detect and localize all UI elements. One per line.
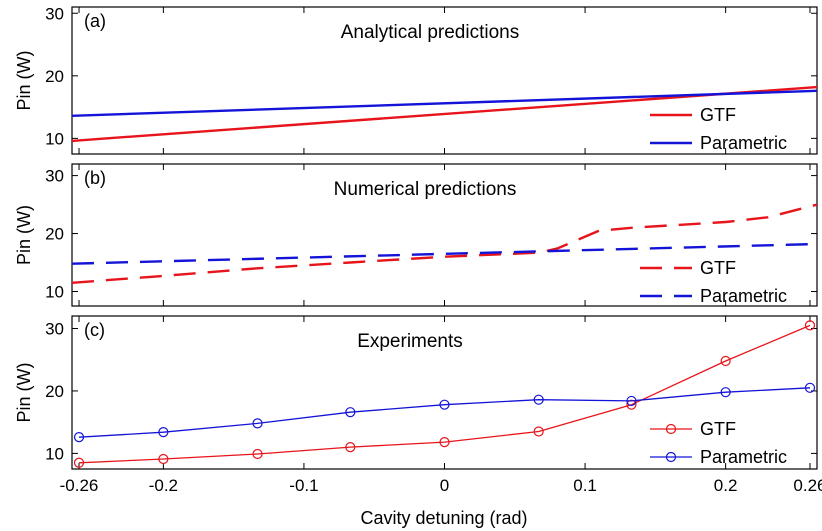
y-tick-label: 20 bbox=[45, 225, 64, 244]
data-point-gtf bbox=[720, 355, 731, 367]
legend: GTF Parametric bbox=[650, 419, 787, 467]
legend: GTF Parametric bbox=[640, 258, 787, 306]
x-tick-label: -0.2 bbox=[149, 476, 178, 495]
data-point-gtf bbox=[252, 448, 263, 460]
data-point-parametric bbox=[533, 394, 544, 405]
panel-title: Experiments bbox=[357, 331, 463, 352]
x-tick-label: 0.2 bbox=[714, 476, 738, 495]
legend-label-gtf: GTF bbox=[700, 105, 736, 125]
plot-frame bbox=[71, 163, 818, 307]
series-group bbox=[73, 320, 816, 468]
x-axis-label: Cavity detuning (rad) bbox=[360, 508, 527, 528]
y-tick-label: 30 bbox=[45, 319, 64, 338]
panel-tag: (b) bbox=[84, 168, 106, 188]
y-tick-label: 30 bbox=[45, 167, 64, 186]
data-point-gtf bbox=[626, 399, 637, 410]
legend: GTF Parametric bbox=[650, 105, 787, 153]
legend-marker-parametric bbox=[665, 451, 677, 463]
data-point-gtf bbox=[804, 320, 816, 331]
series-line-parametric bbox=[72, 89, 817, 117]
data-point-parametric bbox=[73, 432, 85, 443]
series-group bbox=[72, 85, 817, 143]
legend-label-parametric: Parametric bbox=[700, 133, 787, 153]
data-point-gtf bbox=[345, 442, 356, 453]
legend-marker-gtf bbox=[665, 423, 677, 435]
y-tick-label: 30 bbox=[45, 4, 64, 23]
legend-label-gtf: GTF bbox=[700, 419, 736, 439]
legend-label-gtf: GTF bbox=[700, 258, 736, 278]
series-line-gtf bbox=[78, 324, 811, 464]
series-line-parametric bbox=[78, 387, 811, 438]
series-line-parametric bbox=[72, 242, 817, 265]
legend-label-parametric: Parametric bbox=[700, 447, 787, 467]
data-point-gtf bbox=[439, 437, 450, 448]
y-axis-label: Pin (W) bbox=[14, 205, 34, 265]
legend-label-parametric: Parametric bbox=[700, 286, 787, 306]
y-axis-label: Pin (W) bbox=[14, 51, 34, 111]
panel-title: Numerical predictions bbox=[334, 179, 517, 200]
data-point-parametric bbox=[720, 387, 731, 398]
x-tick-label: 0.26 bbox=[793, 476, 822, 495]
data-point-gtf bbox=[73, 457, 85, 468]
data-point-parametric bbox=[158, 427, 169, 438]
x-tick-label: -0.1 bbox=[289, 476, 318, 495]
data-point-gtf bbox=[158, 453, 169, 465]
data-point-parametric bbox=[804, 382, 816, 393]
x-tick-label: -0.26 bbox=[60, 476, 99, 495]
y-tick-label: 20 bbox=[45, 67, 64, 86]
x-tick-label: 0.1 bbox=[573, 476, 597, 495]
x-tick-label: 0 bbox=[440, 476, 449, 495]
panel-tag: (c) bbox=[84, 320, 105, 340]
panel-b: 10 20 30 Pin (W) (b) Numerical predictions GTF… bbox=[14, 163, 818, 307]
plot-frame bbox=[71, 315, 818, 470]
y-tick-label: 10 bbox=[45, 444, 64, 463]
data-point-parametric bbox=[252, 418, 263, 429]
y-axis-label: Pin (W) bbox=[14, 363, 34, 423]
data-point-gtf bbox=[533, 426, 544, 437]
plot-frame bbox=[71, 6, 818, 155]
data-point-parametric bbox=[439, 399, 450, 410]
data-point-parametric bbox=[626, 395, 637, 407]
data-point-parametric bbox=[345, 407, 356, 418]
y-tick-label: 10 bbox=[45, 129, 64, 148]
y-tick-label: 20 bbox=[45, 382, 64, 401]
panel-a: 10 20 30 Pin (W) (a) Analytical predictions GT… bbox=[14, 4, 818, 155]
y-tick-label: 10 bbox=[45, 283, 64, 302]
panel-c: -0.26 -0.2 -0.1 0 0.1 0.2 0.26 10 20 30 Pin (W) (c)… bbox=[14, 315, 822, 495]
panel-tag: (a) bbox=[84, 11, 106, 31]
panel-title: Analytical predictions bbox=[341, 22, 519, 43]
series-group bbox=[72, 203, 817, 284]
